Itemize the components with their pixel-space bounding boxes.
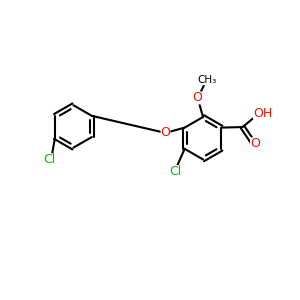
Text: O: O xyxy=(250,137,260,150)
Text: Cl: Cl xyxy=(43,153,55,166)
Text: O: O xyxy=(192,92,202,104)
Text: O: O xyxy=(160,126,170,140)
Text: OH: OH xyxy=(253,107,272,120)
Text: Cl: Cl xyxy=(170,165,182,178)
Text: CH₃: CH₃ xyxy=(197,75,216,85)
